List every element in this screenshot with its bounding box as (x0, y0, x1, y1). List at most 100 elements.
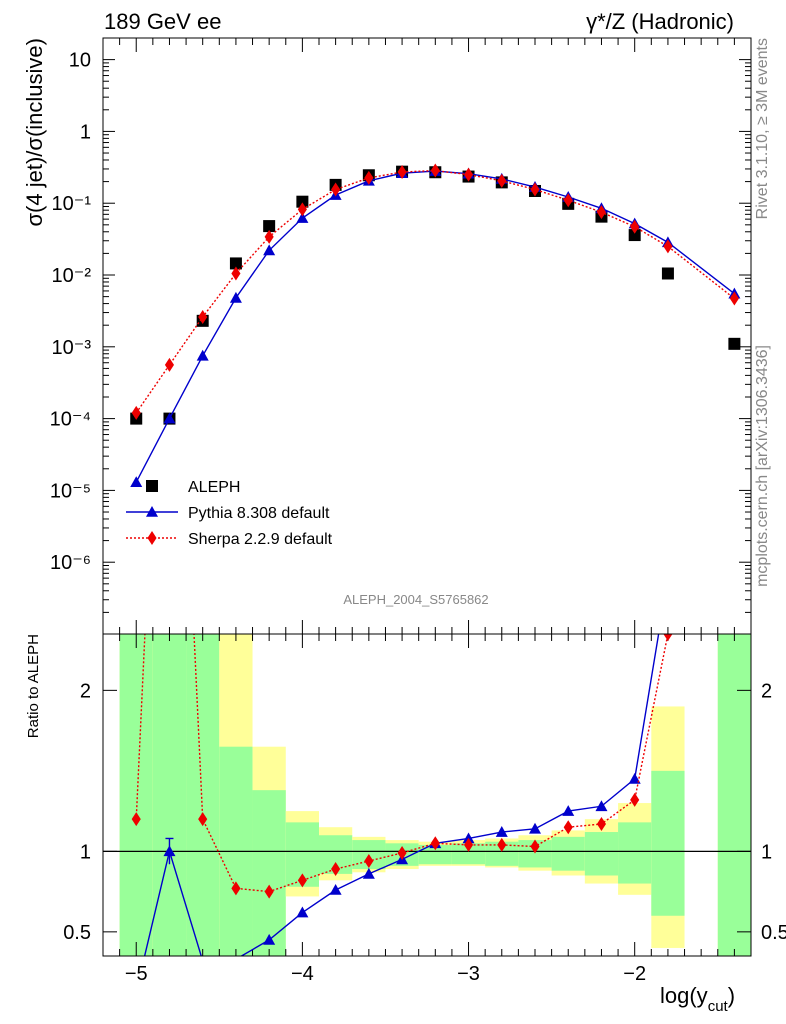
ratio-y-tick-label: 0.5 (63, 922, 91, 944)
data-point-triangle (529, 822, 541, 834)
band-inner (618, 822, 652, 884)
data-point-diamond (297, 873, 307, 888)
band-inner (152, 634, 187, 956)
data-point-diamond (630, 792, 640, 807)
data-point-triangle (130, 476, 143, 488)
data-point-diamond (563, 193, 573, 208)
data-point-triangle (263, 933, 276, 945)
data-point-square (628, 229, 641, 242)
rivet-version-label: Rivet 3.1.10, ≥ 3M events (754, 38, 771, 219)
data-point-diamond (430, 163, 440, 178)
x-tick-label: −4 (291, 963, 314, 985)
data-point-diamond (530, 182, 540, 197)
data-point-diamond (563, 820, 573, 835)
data-point-square (296, 195, 309, 208)
x-tick-label: −3 (457, 963, 480, 985)
main-series (130, 163, 741, 488)
data-point-diamond (596, 205, 607, 220)
data-point-diamond (231, 266, 241, 281)
band-inner (186, 634, 220, 956)
data-point-diamond (264, 884, 274, 899)
data-point-diamond (463, 167, 474, 182)
data-point-triangle (329, 883, 342, 895)
data-point-diamond (497, 173, 507, 188)
header-right: γ*/Z (Hadronic) (586, 9, 734, 34)
axes-ticks: 10 1 10⁻¹ 10⁻² 10⁻³ 10⁻⁴ 10⁻⁵ 10⁻⁶ −5 −4 −3 −2 0.5 0.… (50, 38, 786, 985)
data-point-triangle (495, 826, 508, 837)
data-point-triangle (296, 212, 309, 223)
data-point-square (229, 257, 242, 270)
legend-label: Pythia 8.308 default (188, 505, 330, 522)
data-point-diamond (164, 357, 175, 372)
y-tick-label: 10⁻² (52, 265, 92, 287)
data-point-diamond (630, 219, 640, 234)
data-point-triangle (595, 800, 608, 812)
data-point-triangle (362, 867, 375, 879)
data-point-diamond (663, 634, 673, 641)
y-tick-label: 1 (80, 121, 91, 143)
band-inner (418, 844, 452, 865)
legend-label: Sherpa 2.2.9 default (188, 531, 333, 548)
x-axis-label: log(ycut) (660, 983, 735, 1015)
data-point-diamond (264, 229, 274, 244)
chart-series (130, 163, 741, 956)
series-line (135, 170, 735, 483)
analysis-watermark: ALEPH_2004_S5765862 (343, 592, 488, 607)
ratio-panel-frame (102, 633, 752, 957)
data-point-triangle (263, 244, 276, 256)
data-point-diamond (131, 405, 141, 420)
series-line (135, 169, 735, 414)
ratio-y-tick-label-right: 2 (761, 680, 772, 702)
data-point-triangle (163, 412, 176, 424)
y-tick-label: 10⁻⁵ (50, 480, 91, 502)
band-inner (551, 836, 585, 871)
data-point-diamond (198, 812, 208, 827)
mcplots-source-label: mcplots.cern.ch [arXiv:1306.3436] (754, 345, 771, 587)
data-point-diamond (331, 182, 341, 197)
legend-label: ALEPH (188, 479, 240, 496)
data-point-triangle (462, 832, 475, 844)
data-point-diamond (364, 170, 374, 185)
data-point-diamond (663, 239, 673, 254)
ratio-y-tick-label: 2 (80, 680, 91, 702)
ratio-y-tick-label: 1 (80, 841, 91, 863)
ratio-y-tick-label-right: 0.5 (761, 922, 786, 944)
data-point-diamond (198, 310, 208, 325)
y-tick-label: 10⁻³ (52, 337, 92, 359)
data-point-diamond (131, 812, 141, 827)
data-point-square (146, 480, 158, 492)
data-point-triangle (196, 349, 209, 361)
data-point-diamond (231, 881, 241, 896)
header-left: 189 GeV ee (104, 9, 221, 34)
plot-frames (102, 37, 752, 957)
band-inner (584, 832, 619, 876)
data-point-square (661, 267, 674, 280)
band-inner (651, 770, 685, 916)
y-tick-label: 10⁻¹ (52, 193, 92, 215)
band-inner (119, 634, 153, 956)
data-point-square (728, 337, 741, 350)
data-point-diamond (530, 839, 540, 854)
data-point-triangle (296, 906, 309, 918)
y-tick-label: 10⁻⁶ (50, 552, 91, 574)
chart-labels: 189 GeV ee γ*/Z (Hadronic) σ(4 jet)/σ(in… (22, 9, 771, 1015)
x-tick-label: −2 (623, 963, 646, 985)
data-point-diamond (463, 837, 474, 852)
data-point-triangle (229, 291, 242, 303)
ratio-uncertainty-bands (119, 634, 751, 956)
data-point-diamond (397, 845, 407, 860)
ratio-series-line (135, 634, 669, 893)
band-inner (451, 843, 486, 865)
data-point-diamond (497, 837, 507, 852)
y-axis-label-main: σ(4 jet)/σ(inclusive) (22, 38, 47, 227)
data-point-diamond (297, 202, 307, 217)
data-point-diamond (596, 816, 607, 831)
data-point-diamond (364, 854, 374, 869)
data-point-triangle (628, 772, 641, 784)
ratio-y-tick-label-right: 1 (761, 841, 772, 863)
x-tick-label: −5 (125, 963, 148, 985)
data-point-triangle (562, 805, 575, 816)
band-inner (717, 634, 751, 956)
band-inner (252, 790, 286, 956)
